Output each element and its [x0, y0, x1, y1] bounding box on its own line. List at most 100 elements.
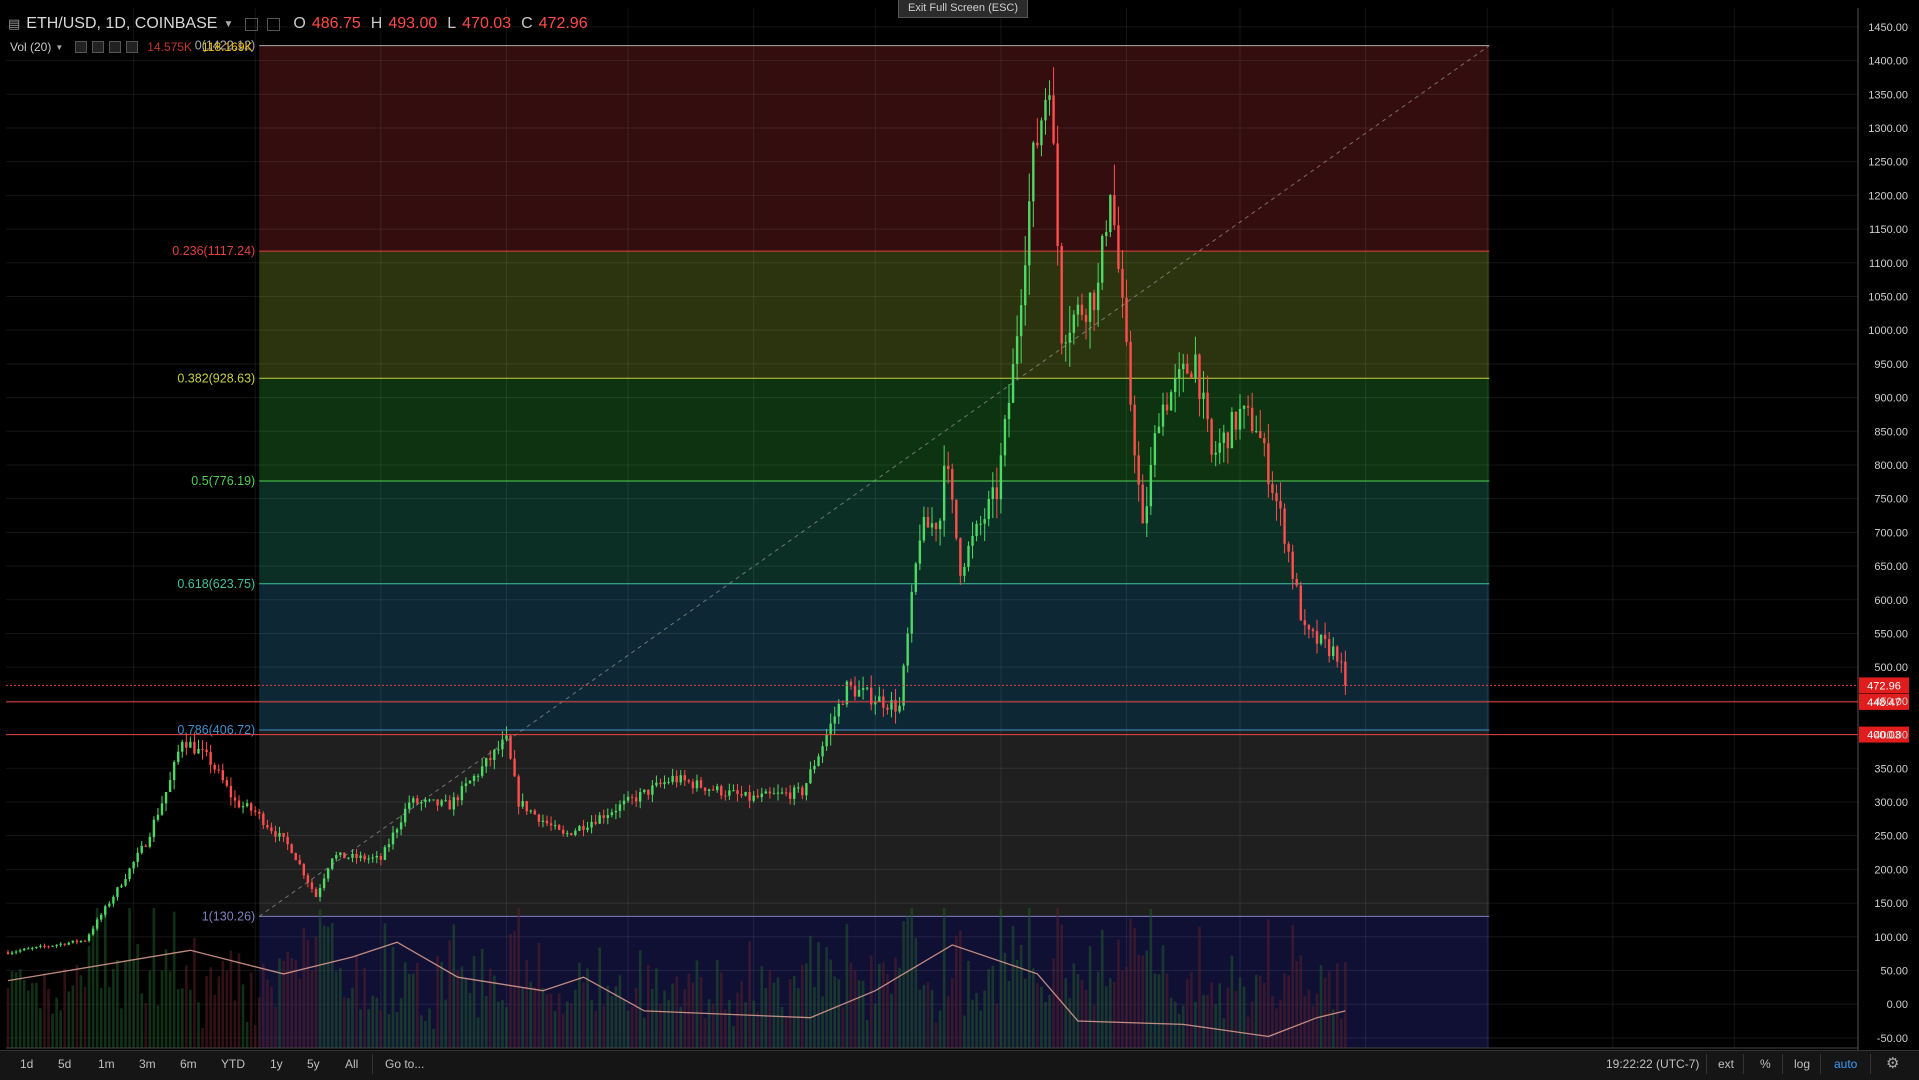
chart-menu-icon[interactable]: ▤ [8, 16, 21, 31]
symbol-label[interactable]: ETH/USD, 1D, COINBASE [26, 15, 218, 32]
candle-body [728, 790, 731, 796]
range-6m-button[interactable]: 6m [180, 1057, 197, 1071]
candle-body [1137, 455, 1140, 485]
candle-body [922, 516, 926, 541]
volume-bar [1307, 989, 1311, 1048]
settings-icon[interactable] [267, 17, 281, 31]
volume-bar [679, 1006, 683, 1048]
volume-bar [347, 998, 350, 1048]
volume-bar [424, 1021, 427, 1048]
volume-bar [136, 943, 139, 1048]
candle-body [209, 752, 212, 765]
go-to-button[interactable]: Go to... [385, 1057, 425, 1071]
candle-body [614, 810, 618, 813]
clock-timezone[interactable]: 19:22:22 (UTC-7) [1606, 1057, 1700, 1071]
auto-toggle[interactable]: auto [1834, 1057, 1858, 1071]
candle-body [752, 795, 755, 801]
add-icon[interactable] [109, 41, 122, 53]
candle-body [1064, 342, 1067, 344]
volume-bar [298, 978, 302, 1048]
volume-bar [910, 908, 914, 1048]
toolbar-divider [1706, 1054, 1707, 1074]
chevron-down-icon[interactable]: ▼ [55, 42, 64, 52]
close-label: C [521, 15, 533, 32]
volume-bar [1036, 982, 1039, 1048]
candle-body [476, 775, 480, 777]
gear-icon[interactable]: ⚙ [1886, 1055, 1900, 1072]
eye-icon[interactable] [245, 17, 259, 31]
volume-bar [229, 950, 233, 1048]
volume-bar [788, 979, 792, 1048]
volume-bar [124, 960, 127, 1048]
volume-bar [144, 1003, 148, 1048]
candle-body [39, 945, 42, 947]
candle-body [837, 704, 840, 717]
log-toggle[interactable]: log [1794, 1057, 1811, 1071]
candle-body [108, 903, 111, 907]
candle-body [213, 764, 216, 770]
candle-body [489, 758, 492, 760]
volume-label[interactable]: Vol (20) [10, 40, 52, 54]
candle-body [472, 775, 476, 781]
volume-bar [262, 963, 265, 1048]
volume-bar [744, 1002, 747, 1048]
volume-bar [91, 925, 95, 1048]
price-markers: 472.96 448.47 400.03 [6, 677, 1909, 743]
volume-bar [1283, 973, 1286, 1048]
volume-bar [164, 949, 168, 1048]
volume-bar [537, 942, 541, 1048]
volume-bar [1230, 955, 1234, 1048]
fib-level-label: 0.786(406.72) [177, 723, 255, 737]
range-ytd-button[interactable]: YTD [221, 1057, 245, 1071]
range-1y-button[interactable]: 1y [270, 1057, 283, 1071]
volume-bar [517, 908, 520, 1048]
candle-body [412, 798, 415, 803]
volume-bar [14, 972, 18, 1048]
volume-bar [1287, 975, 1290, 1048]
volume-bar [493, 975, 496, 1048]
eye-icon[interactable] [75, 41, 88, 53]
range-1m-button[interactable]: 1m [98, 1057, 115, 1071]
candle-body [229, 785, 233, 798]
volume-bar [140, 993, 144, 1048]
candle-body [740, 794, 743, 796]
close-icon[interactable] [126, 41, 139, 53]
volume-bar [391, 946, 395, 1048]
candle-body [833, 716, 836, 724]
volume-bar [959, 930, 962, 1048]
volume-bar [79, 975, 83, 1048]
range-5y-button[interactable]: 5y [307, 1057, 320, 1071]
range-1d-button[interactable]: 1d [20, 1057, 34, 1071]
candle-body [1011, 364, 1015, 403]
candle-body [570, 833, 573, 835]
candle-body [185, 741, 188, 748]
fib-level-label: 0.236(1117.24) [172, 244, 255, 258]
volume-bar [476, 1017, 480, 1048]
settings-icon[interactable] [92, 41, 105, 53]
candle-body [533, 810, 537, 815]
candle-body [720, 786, 723, 796]
percent-toggle[interactable]: % [1760, 1057, 1771, 1071]
volume-bar [545, 994, 549, 1048]
candle-body [942, 465, 946, 521]
range-3m-button[interactable]: 3m [139, 1057, 156, 1071]
range-all-button[interactable]: All [345, 1057, 359, 1071]
price-axis[interactable]: 1450.00 1400.00 1350.00 1300.00 1250.00 1200.… [1868, 22, 1908, 1045]
close-value: 472.96 [538, 15, 588, 32]
exit-fullscreen-button[interactable]: Exit Full Screen (ESC) [898, 0, 1028, 18]
candle-body [788, 792, 792, 799]
volume-bar [428, 1008, 431, 1048]
high-value: 493.00 [388, 15, 438, 32]
volume-bar [1271, 995, 1274, 1048]
range-5d-button[interactable]: 5d [58, 1057, 72, 1071]
volume-ma-value: 118.169K [202, 40, 253, 54]
candle-body [47, 946, 50, 948]
candle-body [59, 943, 62, 945]
candle-body [197, 748, 200, 754]
candle-body [1295, 578, 1298, 586]
candle-body [351, 853, 354, 858]
chevron-down-icon[interactable]: ▼ [223, 18, 234, 30]
volume-bar [513, 930, 516, 1048]
ext-toggle[interactable]: ext [1718, 1057, 1735, 1071]
